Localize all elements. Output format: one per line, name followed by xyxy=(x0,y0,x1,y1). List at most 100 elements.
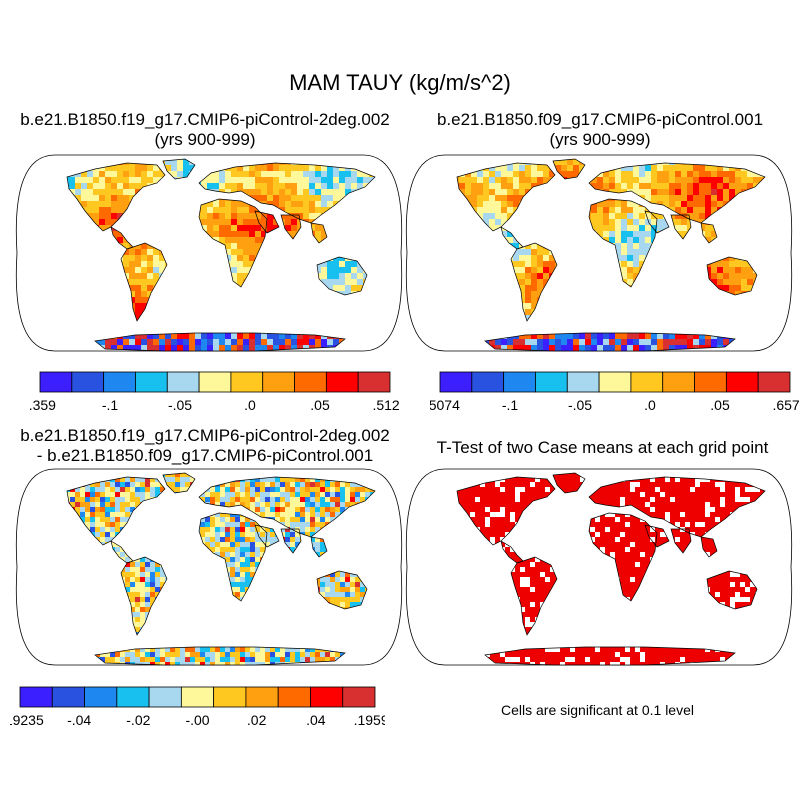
colorbar-label: .19594 xyxy=(354,712,385,728)
colorbar-swatch xyxy=(166,371,200,393)
colorbar-label: -.04 xyxy=(67,712,91,728)
coastline-africa xyxy=(198,512,268,602)
panel-title-line2: - b.e21.B1850.f09_g17.CMIP6-piControl.00… xyxy=(36,446,374,465)
colorbar-top-right: -.5074 -.1 -.05 .0 .05 .6574 xyxy=(430,371,800,413)
colorbar-swatch xyxy=(230,371,264,393)
map-top-right xyxy=(405,154,793,352)
colorbar-swatch xyxy=(357,371,391,393)
coastline-antarctica xyxy=(484,332,736,352)
coastline-australia xyxy=(706,256,758,296)
coastline-antarctica xyxy=(94,646,346,666)
panel-title-top-right: b.e21.B1850.f09_g17.CMIP6-piControl.001 … xyxy=(400,110,800,150)
coastline-seAsia xyxy=(310,222,328,244)
panel-title-bottom-left: b.e21.B1850.f19_g17.CMIP6-piControl-2deg… xyxy=(0,426,410,466)
coastline-arabia xyxy=(254,524,280,548)
colorbar-swatch xyxy=(148,686,182,708)
figure-title: MAM TAUY (kg/m/s^2) xyxy=(289,70,511,95)
colorbar-swatch xyxy=(535,371,568,393)
colorbar-swatch xyxy=(213,686,247,708)
coastline-africa xyxy=(588,512,658,602)
colorbar-swatch xyxy=(662,371,695,393)
coastline-africa xyxy=(198,198,268,288)
panel-title-top-left: b.e21.B1850.f19_g17.CMIP6-piControl-2deg… xyxy=(0,110,410,150)
colorbar-label: -.1 xyxy=(102,397,119,413)
colorbar-swatch xyxy=(725,371,759,393)
coastline-seAsia xyxy=(700,222,718,244)
coastline-greenland xyxy=(552,158,586,180)
colorbar-swatch xyxy=(503,371,536,393)
coastlines xyxy=(456,472,766,666)
colorbar-swatch xyxy=(198,371,232,393)
coastline-australia xyxy=(316,256,368,296)
coastline-arabia xyxy=(644,524,670,548)
coastline-southAmerica xyxy=(120,242,168,322)
coastlines xyxy=(66,472,376,666)
colorbar-swatch xyxy=(566,371,600,393)
colorbar-label: .6574 xyxy=(772,397,800,413)
map-top-left xyxy=(15,154,403,352)
coastline-eurasia xyxy=(588,476,766,538)
coastline-eurasia xyxy=(588,162,766,224)
colorbar-label: .0 xyxy=(644,397,656,413)
coastline-southAmerica xyxy=(510,556,558,636)
coastline-greenland xyxy=(552,472,586,494)
panel-title-line1: b.e21.B1850.f19_g17.CMIP6-piControl-2deg… xyxy=(20,110,390,129)
colorbar-label: -.05 xyxy=(568,397,592,413)
colorbar-swatch xyxy=(103,371,136,393)
colorbar-swatch xyxy=(439,371,473,393)
panel-title-line2: (yrs 900-999) xyxy=(154,130,256,149)
coastline-antarctica xyxy=(94,332,346,352)
coastline-greenland xyxy=(162,472,196,494)
colorbar-swatch xyxy=(84,686,118,708)
coastline-australia xyxy=(316,570,368,610)
coastline-seAsia xyxy=(700,536,718,558)
colorbar-swatch xyxy=(294,371,327,393)
coastline-eurasia xyxy=(198,162,376,224)
colorbar-top-left: -.359 -.1 -.05 .0 .05 .5129 xyxy=(30,371,400,413)
colorbar-swatch xyxy=(757,371,791,393)
colorbar-swatch xyxy=(598,371,632,393)
colorbar-label: .02 xyxy=(247,712,267,728)
coastline-northAmerica xyxy=(456,476,556,546)
colorbar-swatch xyxy=(39,371,73,393)
coastlines xyxy=(66,158,376,352)
colorbar-swatch xyxy=(310,686,344,708)
coastline-australia xyxy=(706,570,758,610)
coastline-antarctica xyxy=(484,646,736,666)
coastline-africa xyxy=(588,198,658,288)
colorbar-swatch xyxy=(262,371,295,393)
colorbar-swatch xyxy=(51,686,85,708)
colorbar-label: -.5074 xyxy=(430,397,460,413)
coastline-greenland xyxy=(162,158,196,180)
coastline-seAsia xyxy=(310,536,328,558)
colorbar-swatch xyxy=(694,371,727,393)
colorbar-swatch xyxy=(342,686,376,708)
colorbar-label: .05 xyxy=(310,397,330,413)
colorbar-swatch xyxy=(630,371,664,393)
coastline-eurasia xyxy=(198,476,376,538)
coastline-india xyxy=(670,214,692,240)
coastline-southAmerica xyxy=(510,242,558,322)
coastline-arabia xyxy=(254,210,280,234)
panel-title-bottom-right: T-Test of two Case means at each grid po… xyxy=(436,438,769,457)
colorbar-swatch xyxy=(471,371,505,393)
colorbar-label: .0 xyxy=(244,397,256,413)
colorbar-swatch xyxy=(245,686,279,708)
colorbar-swatch xyxy=(71,371,105,393)
coastline-northAmerica xyxy=(456,162,556,232)
colorbar-label: -.05 xyxy=(168,397,192,413)
coastline-india xyxy=(280,214,302,240)
colorbar-label: .5129 xyxy=(372,397,400,413)
coastline-northAmerica xyxy=(66,476,166,546)
colorbar-swatch xyxy=(116,686,150,708)
coastline-southAmerica xyxy=(120,556,168,636)
colorbar-label: -.1 xyxy=(502,397,519,413)
colorbar-swatch xyxy=(277,686,311,708)
colorbar-swatch xyxy=(19,686,53,708)
coastline-northAmerica xyxy=(66,162,166,232)
coastline-india xyxy=(670,528,692,554)
colorbar-swatch xyxy=(135,371,168,393)
panel-title-line1: b.e21.B1850.f09_g17.CMIP6-piControl.001 xyxy=(436,110,764,129)
colorbar-label: -.02 xyxy=(126,712,150,728)
